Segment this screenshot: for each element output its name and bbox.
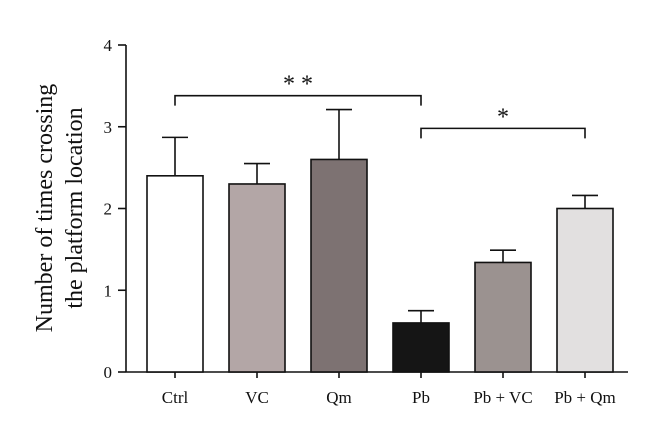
category-label-pb-vc: Pb + VC bbox=[473, 388, 532, 407]
significance-label-0: * * bbox=[283, 72, 313, 98]
y-tick-label-3: 3 bbox=[104, 118, 113, 137]
bar-pb bbox=[392, 322, 450, 373]
category-label-pb: Pb bbox=[412, 388, 430, 407]
category-label-qm: Qm bbox=[326, 388, 352, 407]
y-axis-title-line-2: the platform location bbox=[62, 107, 88, 308]
significance-label-1: * bbox=[497, 104, 509, 130]
category-label-ctrl: Ctrl bbox=[162, 388, 189, 407]
y-axis-title-line-1: Number of times crossing bbox=[32, 84, 58, 333]
y-axis-title: Number of times crossing the platform lo… bbox=[32, 84, 88, 333]
y-tick-label-2: 2 bbox=[104, 200, 113, 219]
bar-ctrl bbox=[146, 175, 204, 373]
bar-pb-vc bbox=[474, 261, 532, 373]
category-label-vc: VC bbox=[245, 388, 269, 407]
y-tick-label-0: 0 bbox=[104, 363, 113, 382]
category-label-pb-qm: Pb + Qm bbox=[554, 388, 616, 407]
bar-vc bbox=[228, 183, 286, 373]
significance-bracket-1 bbox=[420, 127, 586, 139]
plot-area: 0 1 2 3 4 Ctrl VC Qm Pb Pb + VC Pb + Qm * * * bbox=[104, 36, 628, 407]
significance-bracket-0 bbox=[174, 94, 422, 106]
y-tick-label-4: 4 bbox=[104, 36, 113, 55]
bar-pb-qm bbox=[556, 207, 614, 373]
y-tick-label-1: 1 bbox=[104, 281, 113, 300]
bar-qm bbox=[310, 158, 368, 373]
